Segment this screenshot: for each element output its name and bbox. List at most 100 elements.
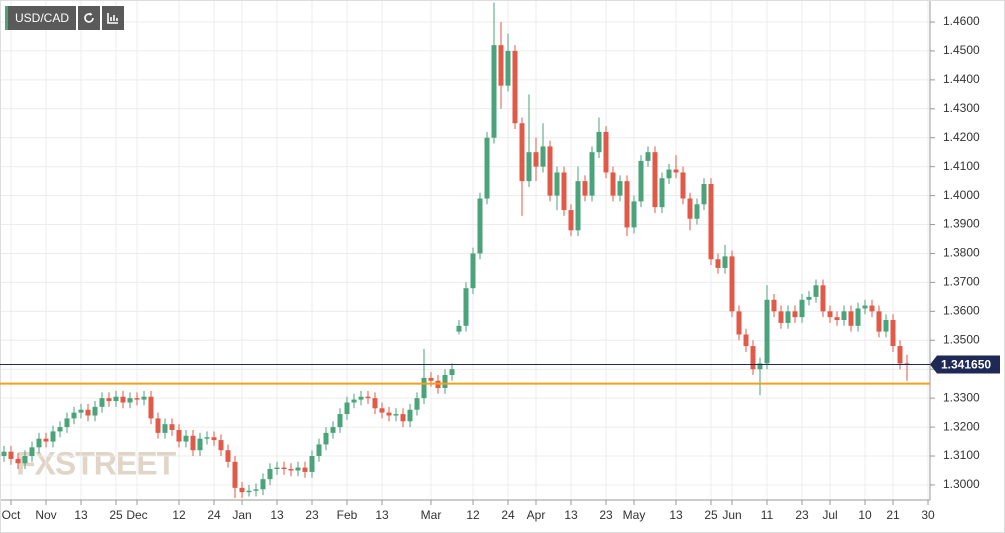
candle-body [8, 451, 14, 459]
y-tick-label: 1.3100 [943, 448, 980, 462]
x-tick-label: 13 [669, 508, 683, 522]
candle-body [470, 253, 476, 289]
y-tick-label: 1.3900 [943, 217, 980, 231]
candle-body [708, 184, 714, 260]
y-tick-label: 1.4100 [943, 159, 980, 173]
candle-body [841, 311, 847, 321]
candle-body [645, 152, 651, 161]
candle-body [505, 50, 511, 86]
candle-body [246, 490, 252, 493]
candle-body [400, 414, 406, 422]
x-tick-label: Nov [35, 508, 56, 522]
candle-body [554, 172, 560, 196]
candle-body [603, 131, 609, 173]
x-tick-label: May [623, 508, 646, 522]
candle-body [834, 317, 840, 321]
candle-body [197, 438, 203, 451]
y-tick-label: 1.4400 [943, 72, 980, 86]
x-tick-label: Jun [722, 508, 741, 522]
x-tick-label: Apr [527, 508, 546, 522]
candle-body [92, 406, 98, 416]
x-tick-label: 23 [305, 508, 319, 522]
y-tick-label: 1.3200 [943, 419, 980, 433]
candle-body [526, 152, 532, 182]
candle-body [267, 469, 273, 480]
candle-body [589, 152, 595, 196]
candle-body [421, 377, 427, 399]
candle-body [848, 311, 854, 326]
candle-body [715, 259, 721, 268]
candle-body [519, 123, 525, 182]
x-tick-label: 13 [564, 508, 578, 522]
candle-body [743, 334, 749, 347]
x-tick-label: Dec [126, 508, 147, 522]
candle-body [596, 131, 602, 153]
candle-body [29, 447, 35, 457]
candle-body [365, 396, 371, 399]
y-tick-label: 1.4600 [943, 14, 980, 28]
x-tick-label: 24 [501, 508, 515, 522]
candle-body [407, 409, 413, 422]
x-tick-label: 23 [599, 508, 613, 522]
candle-body [190, 435, 196, 451]
candle-body [694, 204, 700, 219]
candle-body [666, 169, 672, 179]
refresh-button[interactable] [78, 6, 101, 30]
candle-body [624, 181, 630, 228]
candle-body [57, 427, 63, 432]
candle-body [631, 201, 637, 228]
candle-body [393, 414, 399, 416]
candle-body [316, 444, 322, 457]
symbol-button[interactable]: USD/CAD [5, 6, 77, 30]
x-tick-label: 13 [375, 508, 389, 522]
refresh-icon [84, 12, 94, 23]
candle-body [652, 152, 658, 208]
candle-body [736, 311, 742, 335]
x-tick-label: 30 [921, 508, 935, 522]
candle-body [813, 285, 819, 297]
candle-body [463, 288, 469, 326]
candle-body [141, 396, 147, 400]
candle-body [883, 320, 889, 332]
bars-icon [107, 13, 119, 24]
y-tick-label: 1.3700 [943, 275, 980, 289]
x-tick-label: 13 [270, 508, 284, 522]
candle-body [484, 137, 490, 199]
x-tick-label: Feb [337, 508, 358, 522]
candle-body [477, 198, 483, 254]
x-tick-label: 12 [172, 508, 186, 522]
candle-body [456, 325, 462, 332]
candle-body [869, 305, 875, 312]
candle-body [533, 152, 539, 167]
candle-body [778, 311, 784, 323]
candle-body [876, 311, 882, 332]
candle-body [512, 50, 518, 124]
candle-body [498, 45, 504, 86]
candle-body [50, 431, 56, 442]
x-tick-label: 23 [795, 508, 809, 522]
candle-body [855, 308, 861, 326]
candle-body [701, 184, 707, 205]
candle-body [449, 369, 455, 375]
candle-body [106, 398, 112, 402]
candle-body [575, 181, 581, 231]
candle-body [582, 181, 588, 196]
candle-body [281, 467, 287, 470]
watermark: FXSTREET [16, 445, 177, 481]
candle-body [785, 311, 791, 323]
price-label: 1.341650 [941, 358, 991, 372]
candle-body [673, 169, 679, 173]
candle-body [22, 456, 28, 464]
x-tick-label: 10 [858, 508, 872, 522]
candle-body [729, 256, 735, 312]
y-tick-label: 1.3800 [943, 246, 980, 260]
candle-body [491, 45, 497, 138]
candle-body [610, 172, 616, 196]
candle-body [344, 402, 350, 415]
candle-body [799, 299, 805, 318]
indicators-button[interactable] [102, 6, 125, 30]
candle-body [323, 432, 329, 445]
y-tick-label: 1.4000 [943, 188, 980, 202]
